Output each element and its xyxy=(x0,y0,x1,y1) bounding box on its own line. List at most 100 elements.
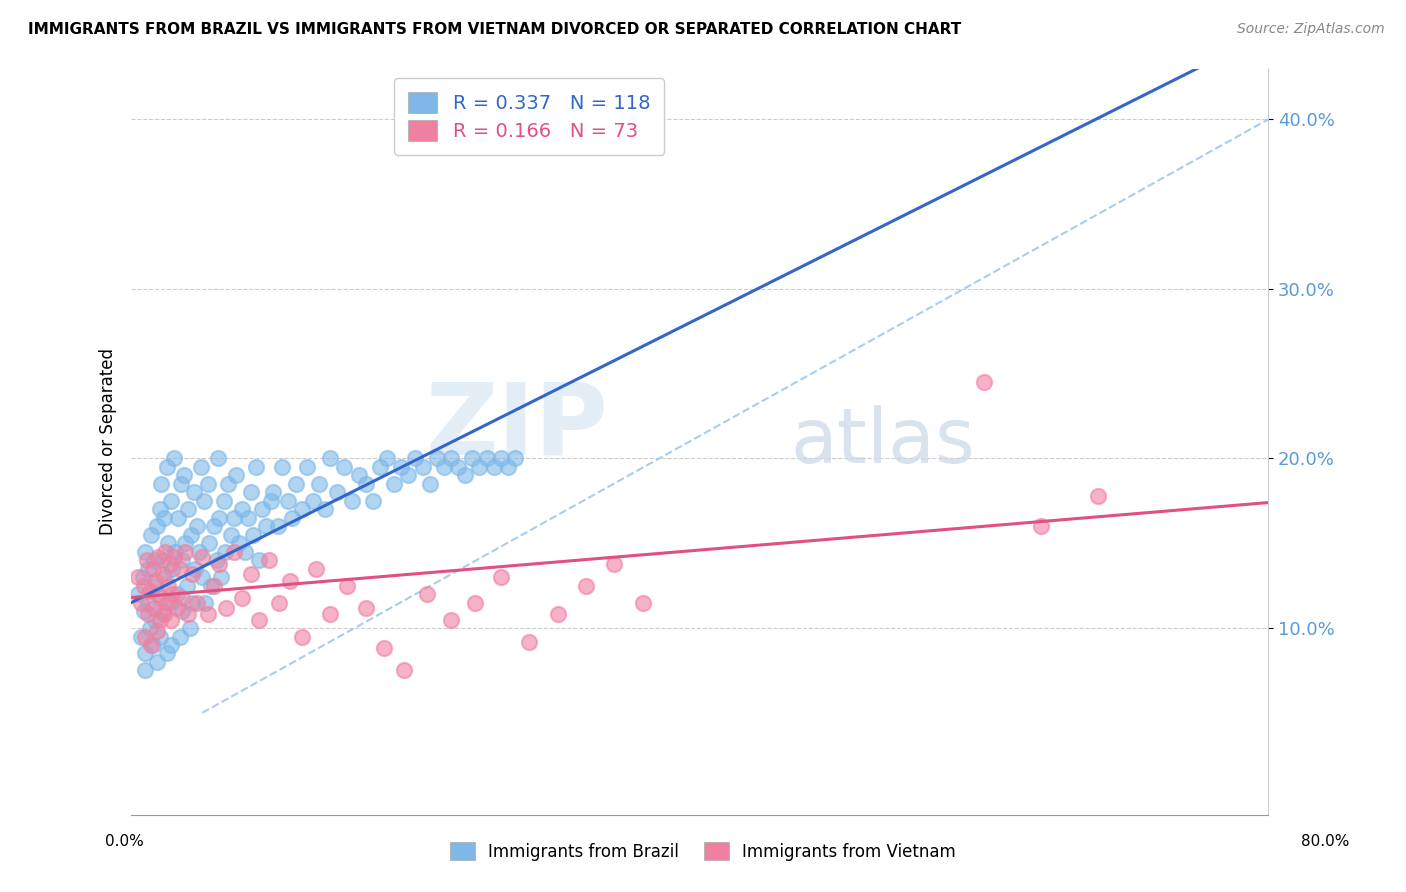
Point xyxy=(259,494,281,508)
Point xyxy=(162,587,184,601)
Point xyxy=(188,545,211,559)
Point xyxy=(159,557,181,571)
Point xyxy=(489,570,512,584)
Point xyxy=(245,460,267,475)
Point xyxy=(412,460,434,475)
Point xyxy=(166,600,188,615)
Point xyxy=(143,600,166,615)
Point xyxy=(416,587,439,601)
Point xyxy=(280,574,302,588)
Point xyxy=(156,460,179,475)
Point xyxy=(139,528,162,542)
Point xyxy=(212,494,235,508)
Point xyxy=(143,553,166,567)
Point xyxy=(145,574,167,588)
Point xyxy=(150,591,173,605)
Point xyxy=(297,460,319,475)
Point xyxy=(433,460,456,475)
Text: atlas: atlas xyxy=(790,405,976,478)
Point xyxy=(319,607,342,622)
Point xyxy=(489,451,512,466)
Text: 80.0%: 80.0% xyxy=(1302,834,1350,849)
Point xyxy=(162,562,184,576)
Point xyxy=(440,613,463,627)
Legend: R = 0.337   N = 118, R = 0.166   N = 73: R = 0.337 N = 118, R = 0.166 N = 73 xyxy=(395,78,664,154)
Point xyxy=(631,596,654,610)
Point xyxy=(266,519,288,533)
Point xyxy=(134,664,156,678)
Point xyxy=(215,600,238,615)
Point xyxy=(134,545,156,559)
Point xyxy=(152,553,174,567)
Point xyxy=(314,502,336,516)
Point xyxy=(186,519,208,533)
Point xyxy=(184,562,207,576)
Point xyxy=(231,591,253,605)
Point xyxy=(173,468,195,483)
Text: ZIP: ZIP xyxy=(426,378,609,475)
Point xyxy=(149,630,172,644)
Point xyxy=(222,511,245,525)
Legend: Immigrants from Brazil, Immigrants from Vietnam: Immigrants from Brazil, Immigrants from … xyxy=(443,836,963,868)
Point xyxy=(225,468,247,483)
Point xyxy=(193,494,215,508)
Point xyxy=(219,528,242,542)
Point xyxy=(375,451,398,466)
Point xyxy=(205,553,228,567)
Point xyxy=(159,596,181,610)
Point xyxy=(242,528,264,542)
Point xyxy=(347,468,370,483)
Point xyxy=(146,519,169,533)
Point xyxy=(222,545,245,559)
Point xyxy=(146,624,169,639)
Point xyxy=(160,494,183,508)
Point xyxy=(165,545,187,559)
Text: Source: ZipAtlas.com: Source: ZipAtlas.com xyxy=(1237,22,1385,37)
Point xyxy=(336,579,359,593)
Point xyxy=(340,494,363,508)
Point xyxy=(285,477,308,491)
Point xyxy=(181,566,204,581)
Point xyxy=(148,587,170,601)
Point xyxy=(145,613,167,627)
Y-axis label: Divorced or Separated: Divorced or Separated xyxy=(100,348,117,535)
Point xyxy=(267,596,290,610)
Point xyxy=(254,519,277,533)
Point xyxy=(262,485,284,500)
Point xyxy=(166,587,188,601)
Point xyxy=(482,460,505,475)
Point xyxy=(208,557,231,571)
Point xyxy=(138,583,160,598)
Point xyxy=(392,664,415,678)
Point xyxy=(426,451,449,466)
Point xyxy=(217,477,239,491)
Point xyxy=(155,545,177,559)
Point xyxy=(198,536,221,550)
Point xyxy=(354,477,377,491)
Point xyxy=(174,545,197,559)
Point xyxy=(146,655,169,669)
Point xyxy=(148,549,170,564)
Point xyxy=(305,562,328,576)
Point xyxy=(156,596,179,610)
Point xyxy=(575,579,598,593)
Point xyxy=(517,634,540,648)
Point xyxy=(172,591,194,605)
Point xyxy=(160,613,183,627)
Point xyxy=(169,630,191,644)
Point xyxy=(129,630,152,644)
Point xyxy=(163,451,186,466)
Point xyxy=(277,494,299,508)
Point xyxy=(194,596,217,610)
Point xyxy=(191,570,214,584)
Point xyxy=(172,553,194,567)
Point xyxy=(129,596,152,610)
Point xyxy=(233,545,256,559)
Point xyxy=(326,485,349,500)
Point xyxy=(496,460,519,475)
Text: IMMIGRANTS FROM BRAZIL VS IMMIGRANTS FROM VIETNAM DIVORCED OR SEPARATED CORRELAT: IMMIGRANTS FROM BRAZIL VS IMMIGRANTS FRO… xyxy=(28,22,962,37)
Point xyxy=(447,460,470,475)
Point xyxy=(200,579,222,593)
Point xyxy=(207,451,229,466)
Point xyxy=(127,570,149,584)
